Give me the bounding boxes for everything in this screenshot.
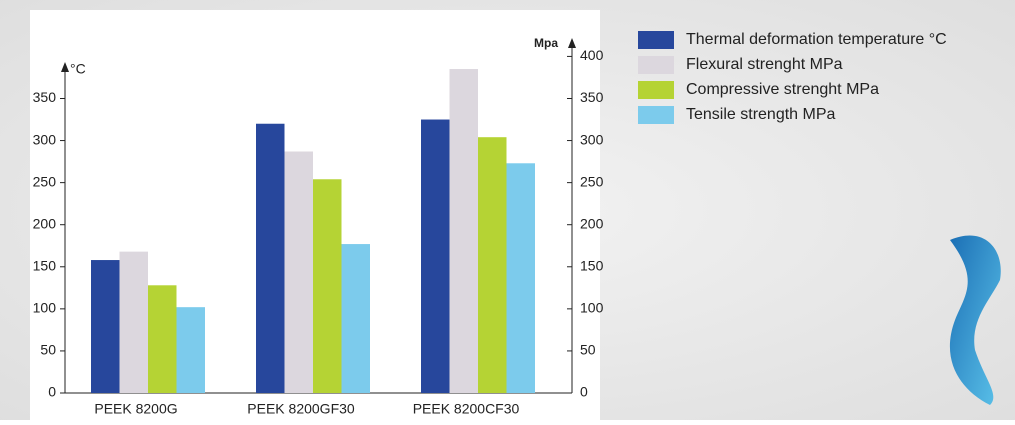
x-tick-label: PEEK 8200G [94,401,177,417]
y2-tick-label: 50 [580,342,596,358]
bar [478,137,507,393]
y-tick-label: 350 [33,89,57,105]
x-tick-label: PEEK 8200GF30 [247,401,355,417]
x-tick-label: PEEK 8200CF30 [413,401,520,417]
y2-tick-label: 300 [580,131,604,147]
y-tick-label: 300 [33,131,57,147]
legend-swatch [638,81,674,99]
y-tick-label: 0 [48,384,56,400]
y2-tick-label: 0 [580,384,588,400]
y-tick-label: 250 [33,173,57,189]
y2-tick-label: 200 [580,215,604,231]
y2-axis-label: Mpa [534,36,558,50]
legend-swatch [638,106,674,124]
bar [256,123,285,394]
bar [421,119,450,394]
bar [119,251,148,393]
legend: Thermal deformation temperature °C Flexur… [638,31,947,124]
bar [284,151,313,393]
y2-tick-label: 350 [580,89,604,105]
legend-label: Thermal deformation temperature °C [686,31,947,48]
bar [506,163,535,393]
legend-swatch [638,56,674,74]
y2-tick-label: 400 [580,47,604,63]
legend-label: Tensile strength MPa [686,106,836,123]
y-axis-label: °C [70,61,86,77]
bar [313,179,342,393]
y-tick-label: 150 [33,257,57,273]
bar [449,69,478,393]
bar [148,285,177,393]
y2-tick-label: 250 [580,173,604,189]
y-tick-label: 100 [33,300,57,316]
legend-label: Flexural strenght MPa [686,56,843,73]
y-axis-arrow [61,62,69,72]
y2-tick-label: 100 [580,300,604,316]
bar [176,307,205,393]
logo [949,235,1001,405]
y-tick-label: 200 [33,215,57,231]
y-tick-label: 50 [40,342,56,358]
bar [341,244,370,393]
y2-tick-label: 150 [580,257,604,273]
bar [91,260,120,393]
y2-axis-arrow [568,38,576,48]
legend-swatch [638,31,674,49]
legend-label: Compressive strenght MPa [686,81,879,98]
